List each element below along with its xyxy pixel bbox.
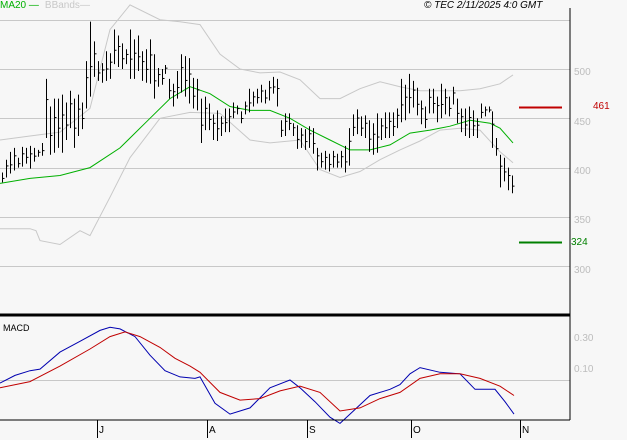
- legend-ma20: MA20 —: [0, 0, 39, 11]
- macd-panel: [0, 326, 570, 425]
- copyright-text: © TEC 2/11/2025 4:0 GMT: [424, 0, 543, 11]
- legend: MA20 — BBands—: [0, 0, 90, 12]
- support-resistance-lines: [519, 106, 562, 244]
- resistance-label: 461: [593, 101, 610, 112]
- y-tick-400: 400: [574, 166, 591, 177]
- x-tick-aug: A: [209, 425, 216, 436]
- y-tick-350: 350: [574, 215, 591, 226]
- legend-bbands: BBands—: [44, 0, 90, 11]
- price-gridlines: [0, 20, 570, 267]
- ohlc-bars: [2, 21, 515, 194]
- y-tick-450: 450: [574, 117, 591, 128]
- support-label: 324: [571, 237, 588, 248]
- y-tick-300: 300: [574, 265, 591, 276]
- chart-frame: [0, 8, 571, 421]
- y-tick-500: 500: [574, 67, 591, 78]
- macd-title: MACD: [3, 323, 30, 333]
- bollinger-bands: [0, 4, 514, 246]
- macd-tick-010: 0.10: [574, 364, 594, 375]
- x-tick-sep: S: [309, 425, 316, 436]
- x-tick-nov: N: [522, 425, 530, 436]
- macd-tick-030: 0.30: [574, 333, 594, 344]
- x-tick-jul: J: [99, 425, 104, 436]
- x-axis-ticks: [97, 420, 521, 438]
- x-tick-oct: O: [413, 425, 421, 436]
